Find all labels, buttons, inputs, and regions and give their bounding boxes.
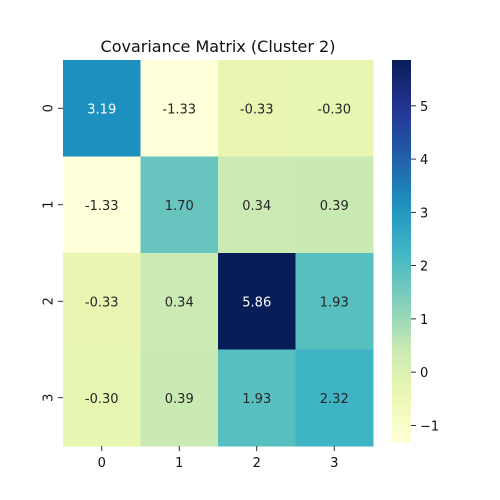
cell-value-label: -1.33: [85, 199, 119, 214]
chart-title: Covariance Matrix (Cluster 2): [101, 37, 336, 56]
heatmap-cell-r1-c1: [140, 156, 219, 254]
y-tick-label: 2: [42, 297, 57, 305]
heatmap-cell-r3-c1: [140, 349, 219, 447]
y-tick-label: 0: [42, 104, 57, 112]
heatmap-cell-r0-c1: [140, 60, 219, 157]
cell-value-label: -0.30: [85, 392, 119, 407]
cell-value-label: 0.34: [165, 295, 194, 310]
x-tick-label: 2: [253, 456, 261, 471]
cell-value-label: -0.30: [317, 102, 351, 117]
heatmap-cell-r2-c1: [140, 253, 219, 350]
cell-value-label: 1.93: [242, 392, 271, 407]
y-axis: 0 1 2 3: [42, 104, 63, 402]
heatmap-cells: 3.19 -1.33 -0.33 -0.30 -1.33 1.70 0.34 0.39 -0.3…: [63, 60, 374, 447]
cell-value-label: -0.33: [85, 295, 119, 310]
x-tick-label: 0: [98, 456, 106, 471]
colorbar-tick-label: −1: [420, 419, 439, 434]
cell-value-label: 2.32: [320, 392, 349, 407]
colorbar-tick-label: 3: [420, 206, 428, 221]
heatmap-cell-r3-c3: [295, 349, 374, 447]
heatmap-cell-r0-c0: [63, 60, 141, 157]
colorbar-tick-label: 2: [420, 260, 428, 275]
colorbar-tick-label: 1: [420, 313, 428, 328]
heatmap-cell-r1-c2: [218, 156, 296, 254]
cell-value-label: 5.86: [242, 295, 271, 310]
colorbar-gradient: [392, 60, 411, 443]
heatmap-cell-r2-c0: [63, 253, 141, 350]
heatmap-cell-r2-c2: [218, 253, 296, 350]
colorbar-tick-label: 4: [420, 153, 428, 168]
cell-value-label: 1.70: [165, 199, 194, 214]
colorbar: −1 0 1 2 3 4 5: [392, 60, 439, 443]
cell-value-label: 0.34: [242, 199, 271, 214]
heatmap-cell-r3-c0: [63, 349, 141, 447]
cell-value-label: -1.33: [162, 102, 196, 117]
heatmap-cell-r0-c3: [295, 60, 374, 157]
heatmap-cell-r1-c0: [63, 156, 141, 254]
heatmap-cell-r0-c2: [218, 60, 296, 157]
y-tick-label: 1: [42, 201, 57, 209]
cell-value-label: 3.19: [87, 102, 116, 117]
x-tick-label: 1: [175, 456, 183, 471]
heatmap-cell-r3-c2: [218, 349, 296, 447]
y-tick-label: 3: [42, 394, 57, 402]
heatmap-cell-r2-c3: [295, 253, 374, 350]
heatmap-cell-r1-c3: [295, 156, 374, 254]
cell-value-label: -0.33: [240, 102, 274, 117]
cell-value-label: 0.39: [165, 392, 194, 407]
x-tick-label: 3: [330, 456, 338, 471]
cell-value-label: 1.93: [320, 295, 349, 310]
colorbar-tick-label: 5: [420, 100, 428, 115]
colorbar-tick-label: 0: [420, 366, 428, 381]
x-axis: 0 1 2 3: [98, 446, 338, 471]
cell-value-label: 0.39: [320, 199, 349, 214]
